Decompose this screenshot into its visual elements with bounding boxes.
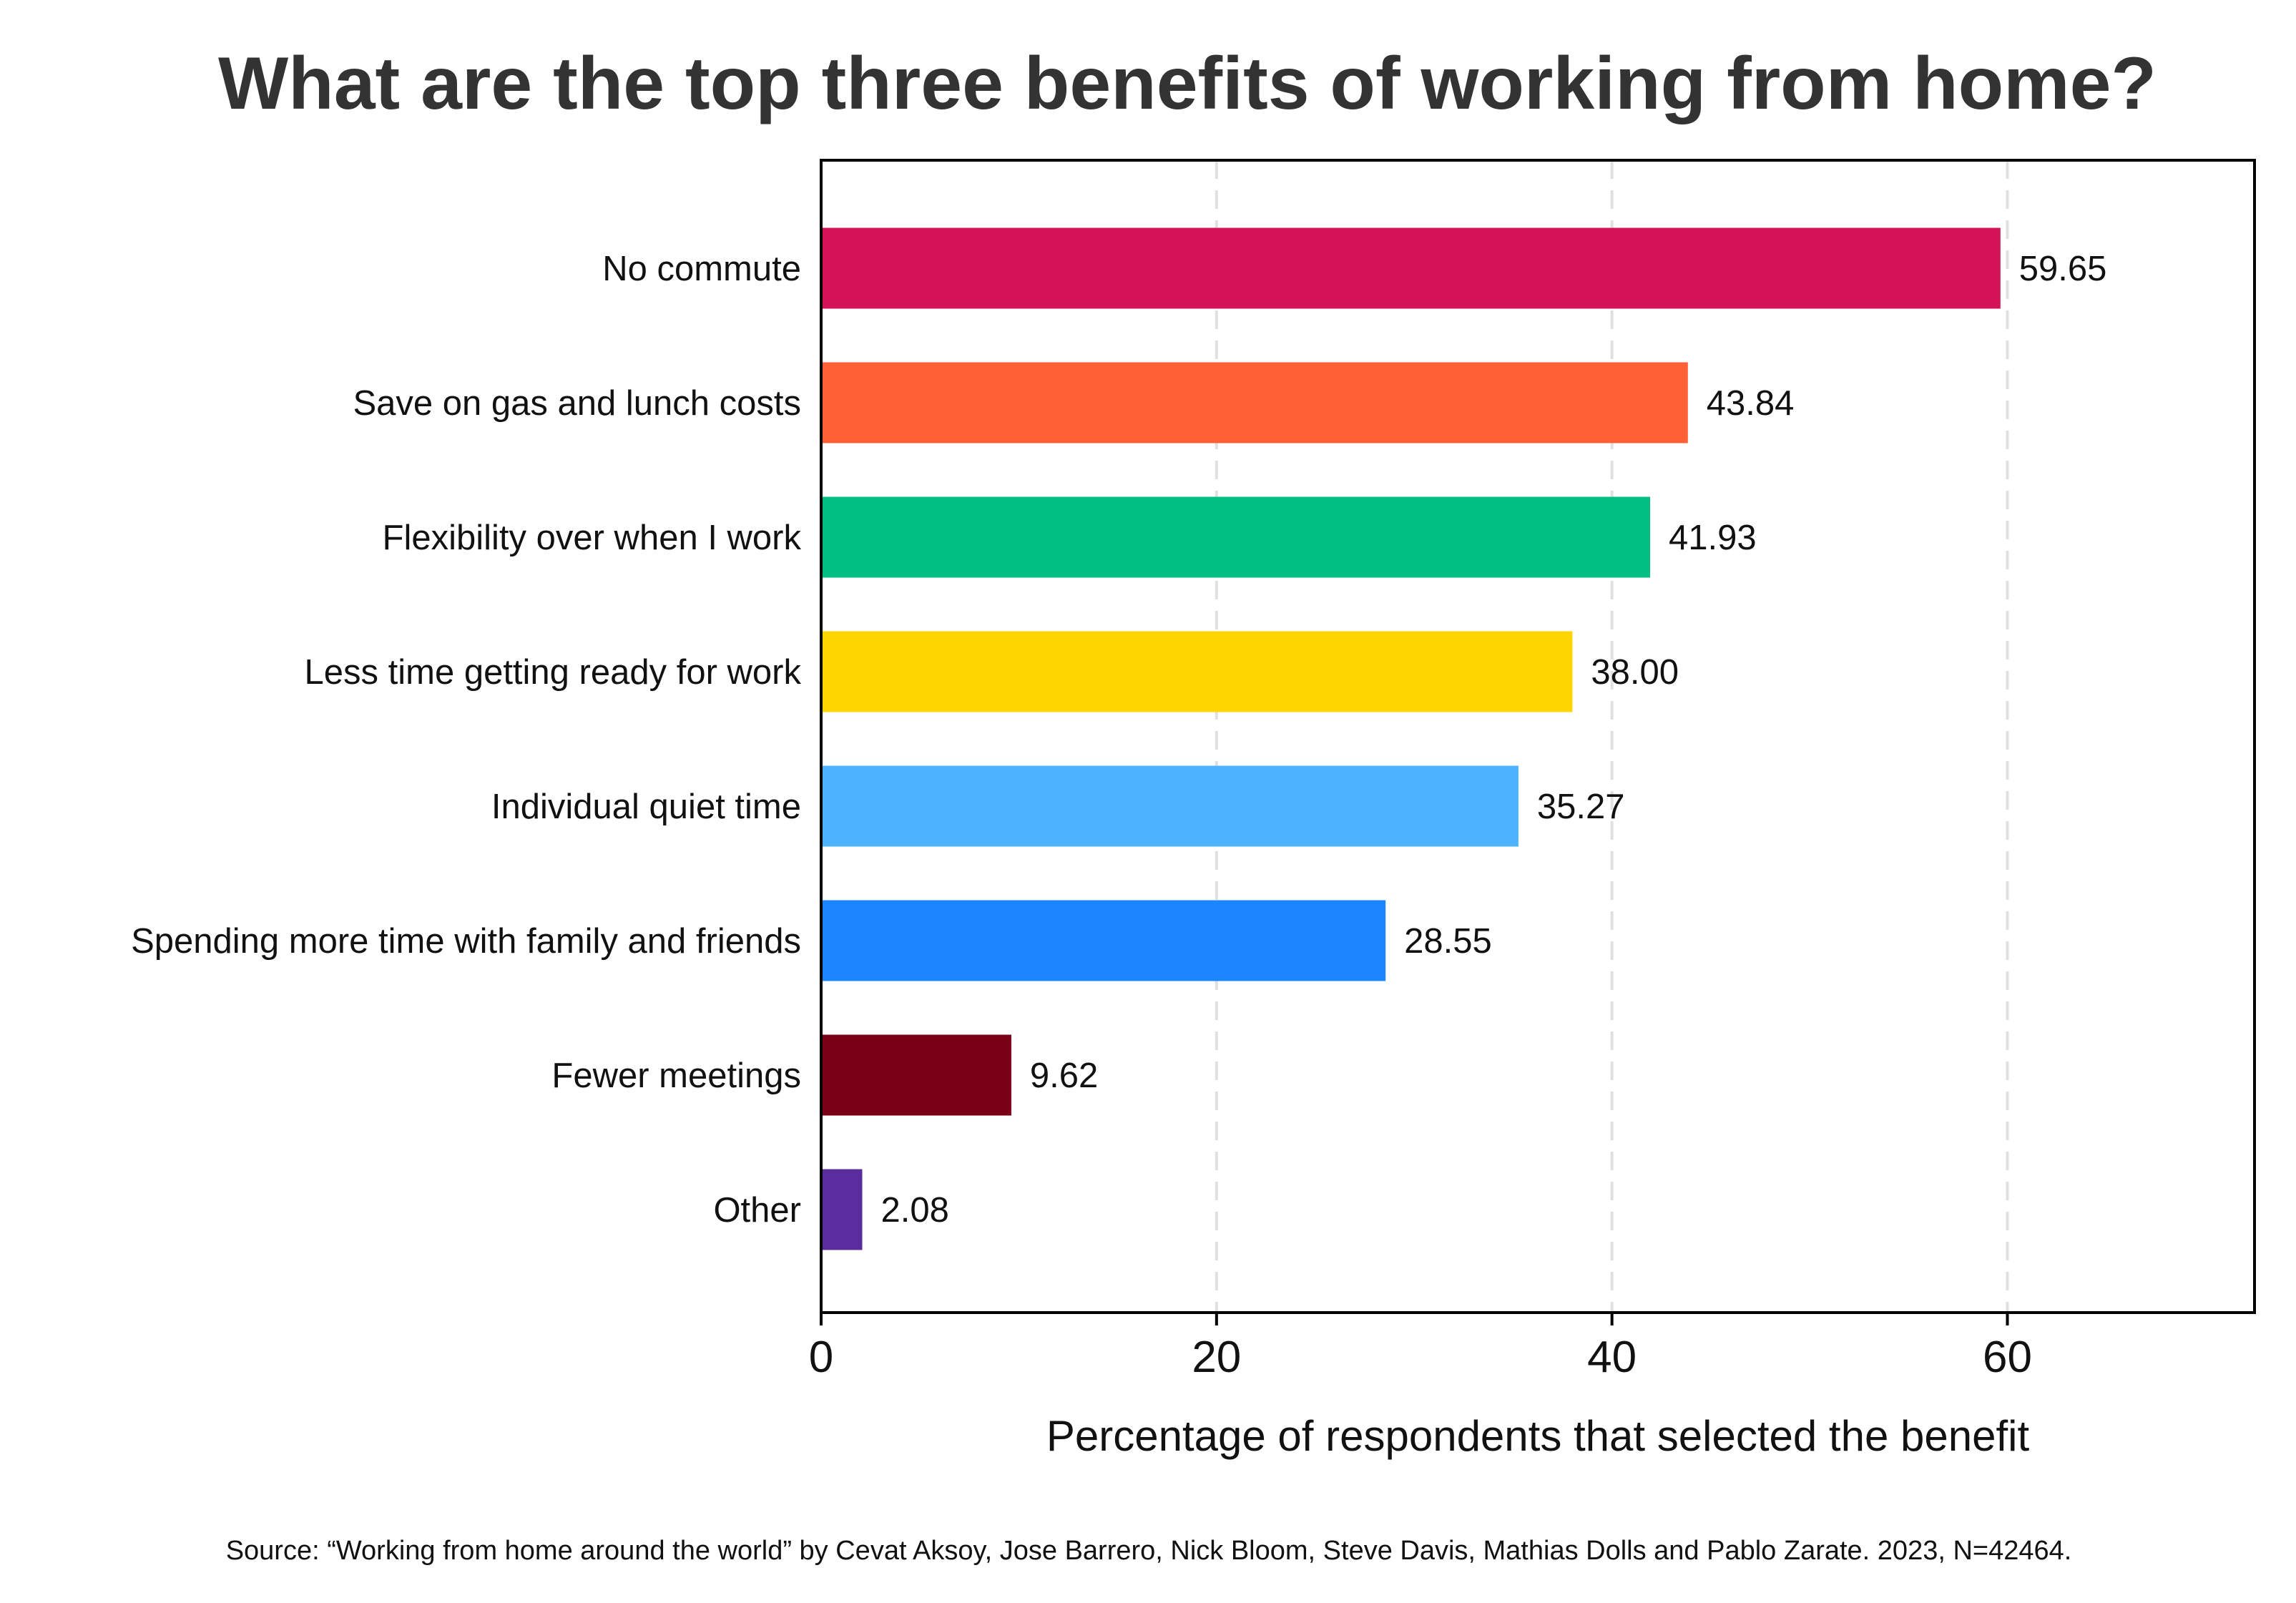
x-tick-label-1: 20 [1192, 1333, 1241, 1382]
bar-3 [821, 631, 1573, 712]
category-label-5: Spending more time with family and frien… [131, 922, 801, 961]
chart-title: What are the top three benefits of worki… [218, 42, 2157, 125]
bar-2 [821, 496, 1651, 578]
category-label-6: Fewer meetings [551, 1057, 801, 1095]
bars [821, 227, 2001, 1250]
value-labels: 59.65 43.84 41.93 38.00 35.27 28.55 9.62 2.08 [880, 250, 2106, 1230]
value-label-6: 9.62 [1030, 1057, 1098, 1095]
x-tick-label-2: 40 [1587, 1333, 1637, 1382]
category-labels: No commute Save on gas and lunch costs Fle… [131, 250, 801, 1230]
value-label-0: 59.65 [2019, 250, 2107, 288]
category-label-7: Other [713, 1191, 801, 1230]
x-tick-label-3: 60 [1983, 1333, 2032, 1382]
source-note: Source: “Working from home around the wo… [226, 1536, 2072, 1566]
bar-4 [821, 765, 1519, 847]
value-label-5: 28.55 [1404, 922, 1492, 961]
value-label-2: 41.93 [1669, 519, 1757, 557]
x-tick-label-0: 0 [809, 1333, 833, 1382]
category-label-4: Individual quiet time [491, 788, 801, 826]
category-label-3: Less time getting ready for work [305, 653, 802, 692]
bar-1 [821, 362, 1688, 443]
bar-5 [821, 900, 1386, 981]
value-label-3: 38.00 [1591, 653, 1679, 692]
bar-6 [821, 1034, 1011, 1116]
value-label-7: 2.08 [880, 1191, 948, 1230]
bar-7 [821, 1169, 863, 1250]
x-axis-ticks: 0 20 40 60 [809, 1313, 2032, 1382]
category-label-0: No commute [602, 250, 801, 288]
category-label-1: Save on gas and lunch costs [353, 384, 801, 423]
value-label-1: 43.84 [1707, 384, 1795, 423]
category-label-2: Flexibility over when I work [383, 519, 802, 557]
plot-frame [820, 159, 2256, 1314]
gridlines [1215, 160, 2009, 1313]
value-label-4: 35.27 [1537, 788, 1625, 826]
bar-0 [821, 227, 2001, 309]
x-axis-title: Percentage of respondents that selected … [1046, 1412, 2030, 1460]
